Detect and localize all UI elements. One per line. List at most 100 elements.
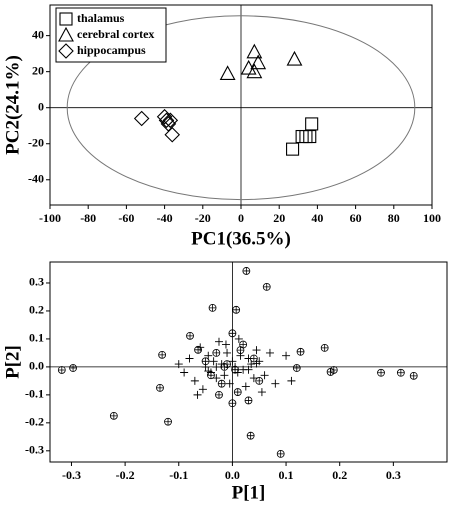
marker-plus — [204, 351, 213, 360]
legend-marker — [59, 12, 73, 26]
marker-circle-plus — [409, 371, 418, 380]
marker-diamond — [162, 112, 179, 129]
y-tick-label: 20 — [32, 63, 44, 77]
x-tick-label: 0.0 — [225, 468, 240, 482]
marker-circle-plus — [276, 449, 285, 458]
marker-plus — [204, 367, 213, 376]
marker-square — [295, 129, 309, 144]
y-tick-label: 0 — [38, 99, 44, 113]
marker-plus — [223, 348, 232, 357]
marker-plus — [271, 379, 280, 388]
marker-plus — [212, 362, 221, 371]
marker-circle-plus — [57, 366, 66, 374]
marker-circle-plus — [262, 283, 271, 291]
marker-square — [303, 129, 317, 144]
x-tick-label: 40 — [311, 211, 323, 225]
marker-circle-plus — [232, 305, 241, 314]
marker-square — [299, 129, 313, 144]
marker-plus — [265, 348, 274, 357]
x-tick-label: -20 — [195, 211, 211, 225]
marker-circle-plus — [377, 368, 385, 377]
legend-box — [55, 7, 167, 63]
y-tick-label: 0.0 — [29, 359, 44, 373]
marker-circle-plus — [329, 366, 338, 374]
y-tick-label: 40 — [32, 27, 44, 41]
marker-plus — [257, 388, 266, 397]
marker-triangle — [286, 50, 303, 66]
marker-circle-plus — [158, 350, 167, 359]
marker-triangle — [246, 63, 263, 79]
marker-plus — [180, 368, 189, 377]
plot-frame — [49, 261, 448, 463]
marker-plus — [174, 360, 183, 369]
y-tick-label: -0.3 — [25, 443, 44, 457]
marker-plus — [241, 382, 250, 391]
y-tick-label: -40 — [28, 172, 44, 186]
x-tick-label: 60 — [350, 211, 362, 225]
marker-plus — [220, 371, 229, 380]
marker-plus — [233, 368, 242, 377]
marker-plus — [260, 371, 269, 380]
x-tick-label: -100 — [39, 211, 61, 225]
marker-circle-plus — [292, 364, 301, 372]
legend-marker — [58, 43, 74, 59]
marker-circle-plus — [109, 411, 118, 420]
x-tick-label: 0.3 — [386, 468, 401, 482]
marker-plus — [214, 337, 223, 346]
marker-plus — [252, 359, 261, 368]
marker-circle-plus — [156, 383, 164, 392]
marker-circle-plus — [296, 347, 305, 356]
marker-plus — [217, 360, 226, 369]
marker-plus — [244, 365, 253, 374]
marker-plus — [287, 376, 296, 385]
marker-square — [305, 117, 319, 131]
marker-circle-plus — [208, 303, 217, 312]
marker-triangle — [246, 43, 263, 59]
marker-circle-plus — [212, 349, 221, 357]
marker-circle-plus — [246, 431, 255, 440]
x-tick-label: -60 — [118, 211, 134, 225]
marker-diamond — [133, 110, 150, 127]
marker-plus — [252, 346, 261, 355]
marker-circle-plus — [320, 343, 329, 352]
marker-plus — [196, 343, 205, 352]
marker-triangle — [219, 65, 236, 81]
marker-plus — [225, 379, 234, 388]
marker-plus — [190, 376, 199, 385]
x-tick-label: 80 — [388, 211, 400, 225]
marker-plus — [228, 357, 237, 366]
x-tick-label: 0.1 — [279, 468, 294, 482]
marker-circle-plus — [186, 331, 194, 340]
confidence-ellipse — [66, 15, 416, 201]
marker-circle-plus — [228, 399, 237, 408]
x-tick-label: 100 — [423, 211, 441, 225]
x-tick-label: -80 — [80, 211, 96, 225]
marker-plus — [282, 351, 291, 360]
marker-triangle — [240, 59, 257, 75]
y-tick-label: 0.3 — [29, 275, 44, 289]
marker-circle-plus — [244, 396, 253, 405]
x-tick-label: 0 — [238, 211, 244, 225]
legend-label: hippocampus — [77, 43, 146, 57]
marker-plus — [198, 385, 207, 394]
marker-circle-plus — [242, 267, 251, 275]
legend-label: cerebral cortex — [77, 27, 154, 41]
marker-square — [286, 142, 300, 156]
marker-triangle — [250, 54, 267, 70]
marker-plus — [212, 374, 221, 383]
marker-circle-plus — [396, 368, 405, 377]
x-tick-label: -0.1 — [169, 468, 188, 482]
y-tick-label: 0.2 — [29, 303, 44, 317]
marker-circle-plus — [164, 417, 172, 426]
marker-plus — [185, 354, 194, 363]
y-axis-title: P[2] — [2, 345, 23, 379]
x-tick-label: -0.3 — [62, 468, 81, 482]
marker-plus — [249, 374, 258, 383]
marker-circle-plus — [215, 390, 223, 399]
marker-circle-plus — [239, 340, 248, 349]
y-axis-title: PC2(24.1%) — [2, 55, 23, 155]
marker-plus — [247, 360, 256, 369]
x-tick-label: 0.2 — [332, 468, 347, 482]
legend-label: thalamus — [77, 11, 125, 25]
